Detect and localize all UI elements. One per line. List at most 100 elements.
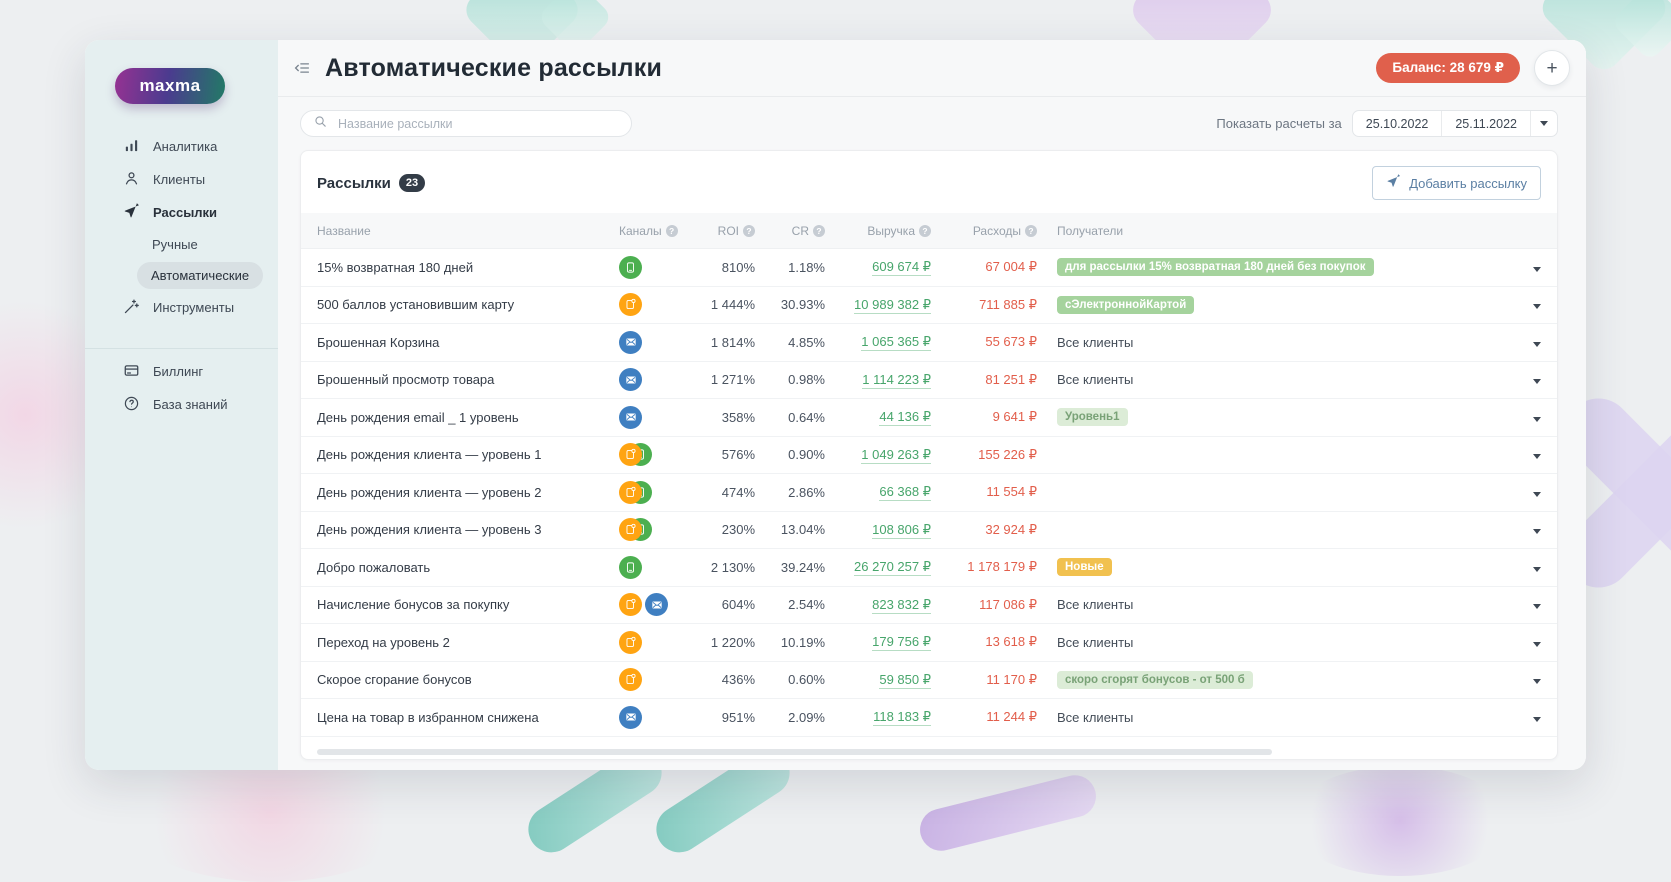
titlebar: Автоматические рассылки Баланс: 28 679 ₽… [278,40,1586,97]
recipients-badge: сЭлектроннойКартой [1057,295,1195,314]
app-window: maxma Аналитика Клиенты Рассылки Ручные … [85,40,1586,770]
push-channel-icon [619,593,642,617]
channels-cell [619,630,679,654]
revenue-value[interactable]: 609 674 ₽ [872,259,931,277]
period-label: Показать расчеты за [1216,116,1342,131]
search-input[interactable] [336,115,619,132]
table-row: 15% возвратная 180 дней 810% 1.18% 609 674 … [301,249,1557,287]
table-row: Брошенная Корзина 1 814% 4.85% 1 065 365 ₽ 5… [301,324,1557,362]
row-expand-icon[interactable] [1533,679,1541,685]
channel-icons [619,480,679,504]
recipients-badge: для рассылки 15% возвратная 180 дней без… [1057,258,1374,277]
recipients-cell: для рассылки 15% возвратная 180 дней без… [1043,258,1505,277]
revenue-value[interactable]: 823 832 ₽ [872,596,931,614]
revenue-value[interactable]: 179 756 ₽ [872,634,931,652]
sidebar-item-manual[interactable]: Ручные [85,229,278,260]
sidebar-item-label: Биллинг [153,364,204,379]
sidebar-item-mailings[interactable]: Рассылки [85,196,278,229]
search-icon [313,114,328,134]
revenue-value[interactable]: 44 136 ₽ [879,409,931,427]
chevron-down-icon [1540,121,1548,126]
channel-icons [619,668,679,692]
costs-value: 67 004 ₽ [985,259,1037,275]
push-channel-icon [619,480,642,504]
row-expand-icon[interactable] [1533,641,1541,647]
roi-value: 951% [721,709,755,725]
channels-cell [619,368,679,392]
logo-link[interactable]: maxma [115,68,225,104]
sidebar-item-label: Аналитика [153,139,218,154]
email-channel-icon [619,405,642,429]
row-actions-cell [1511,447,1541,462]
row-expand-icon[interactable] [1533,454,1541,460]
recipients-cell: Уровень1 [1043,408,1505,427]
logo-text: maxma [139,76,201,95]
channels-cell [619,668,679,692]
card-title: Рассылки [317,174,391,192]
help-icon[interactable]: ? [813,224,825,237]
sidebar-item-tools[interactable]: Инструменты [85,291,278,324]
mailing-name: Цена на товар в избранном снижена [317,709,539,725]
add-mailing-button[interactable]: Добавить рассылку [1372,166,1541,200]
revenue-value[interactable]: 66 368 ₽ [879,484,931,502]
revenue-cell: 10 989 382 ₽ [831,296,931,314]
sidebar-item-label: Ручные [152,237,198,252]
date-from-field[interactable]: 25.10.2022 [1365,116,1429,131]
mailing-name: Брошенная Корзина [317,334,440,350]
row-actions-cell [1511,485,1541,500]
revenue-value[interactable]: 26 270 257 ₽ [854,559,931,577]
channels-cell [619,443,679,467]
costs-value: 11 170 ₽ [986,671,1037,687]
revenue-value[interactable]: 1 065 365 ₽ [861,334,931,352]
help-icon[interactable]: ? [919,224,931,237]
date-to-field[interactable]: 25.11.2022 [1441,111,1530,136]
add-button[interactable]: + [1534,50,1570,86]
revenue-value[interactable]: 1 114 223 ₽ [862,371,931,389]
row-expand-icon[interactable] [1533,416,1541,422]
cr-value: 39.24% [780,559,825,575]
sidebar-item-label: База знаний [153,397,228,412]
row-expand-icon[interactable] [1533,304,1541,310]
tools-icon [123,298,140,318]
row-expand-icon[interactable] [1533,341,1541,347]
sidebar-item-billing[interactable]: Биллинг [85,355,278,388]
sidebar-item-analytics[interactable]: Аналитика [85,130,278,163]
billing-icon [123,362,140,382]
revenue-value[interactable]: 10 989 382 ₽ [854,296,931,314]
date-range-dropdown[interactable] [1530,111,1557,136]
cr-value: 30.93% [780,297,825,313]
revenue-value[interactable]: 1 049 263 ₽ [861,446,931,464]
roi-value: 358% [721,409,755,425]
cr-value: 2.54% [788,597,825,613]
mailing-name: День рождения клиента — уровень 2 [317,484,542,500]
email-channel-icon [619,330,642,354]
revenue-value[interactable]: 59 850 ₽ [879,671,931,689]
row-expand-icon[interactable] [1533,716,1541,722]
sidebar-item-automatic[interactable]: Автоматические [85,260,278,291]
help-icon[interactable]: ? [665,224,678,237]
row-expand-icon[interactable] [1533,566,1541,572]
costs-value: 81 251 ₽ [985,371,1037,387]
row-expand-icon[interactable] [1533,379,1541,385]
help-icon[interactable]: ? [743,224,755,237]
mailings-card: Рассылки 23 Добавить рассылку Название К… [300,150,1558,760]
revenue-value[interactable]: 108 806 ₽ [872,521,931,539]
sidebar-item-knowledge-base[interactable]: База знаний [85,388,278,421]
row-expand-icon[interactable] [1533,604,1541,610]
sidebar-item-clients[interactable]: Клиенты [85,163,278,196]
row-expand-icon[interactable] [1533,491,1541,497]
roi-value: 604% [721,597,755,613]
row-expand-icon[interactable] [1533,529,1541,535]
recipients-cell: Все клиенты [1043,635,1505,650]
horizontal-scrollbar[interactable] [317,749,1272,755]
collapse-sidebar-icon[interactable] [293,59,311,77]
channel-icons [619,443,679,467]
revenue-value[interactable]: 118 183 ₽ [873,709,931,727]
cr-value: 10.19% [780,634,825,650]
cr-value: 2.86% [788,484,825,500]
email-channel-icon [645,593,668,617]
balance-badge[interactable]: Баланс: 28 679 ₽ [1376,53,1520,83]
row-expand-icon[interactable] [1533,266,1541,272]
help-icon[interactable]: ? [1025,224,1037,237]
send-icon [123,201,140,223]
